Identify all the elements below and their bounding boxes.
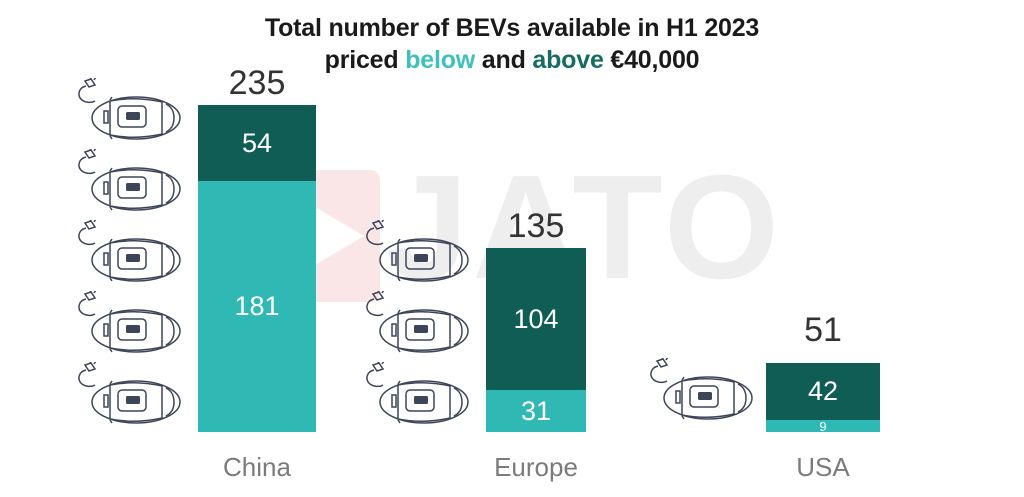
title-and-word: and <box>475 46 533 74</box>
title-below-word: below <box>405 46 476 74</box>
bar-segment-below-europe[interactable]: 31 <box>486 390 586 432</box>
bar-group-usa[interactable]: 51 42 9 USA <box>766 0 880 497</box>
category-label-usa: USA <box>796 452 850 482</box>
bar-segment-above-usa[interactable]: 42 <box>766 363 880 420</box>
chart-title-line2: priced below and above €40,000 <box>0 44 1024 76</box>
bar-group-europe[interactable]: 135 104 31 Europe <box>486 0 586 497</box>
bar-segment-below-value-china: 181 <box>234 291 280 321</box>
bar-total-europe: 135 <box>507 207 565 245</box>
bar-total-china: 235 <box>228 64 286 102</box>
category-label-china: China <box>223 452 291 482</box>
electric-car-top-view-icon <box>74 146 192 223</box>
electric-car-top-view-icon <box>74 75 192 152</box>
chart-title-line1: Total number of BEVs available in H1 202… <box>264 14 760 42</box>
bar-segment-above-value-usa: 42 <box>807 376 839 406</box>
electric-car-top-view-icon <box>74 359 192 436</box>
electric-car-top-view-icon <box>74 288 192 365</box>
chart-title: Total number of BEVs available in H1 202… <box>0 12 1024 76</box>
bar-segment-above-value-china: 54 <box>241 127 273 158</box>
bar-segment-below-usa[interactable]: 9 <box>766 418 880 434</box>
bar-segment-above-china[interactable]: 54 <box>198 105 316 181</box>
title-price-value: €40,000 <box>603 46 700 74</box>
electric-car-top-view-icon <box>362 359 480 436</box>
title-priced-word: priced <box>324 46 406 74</box>
electric-car-top-view-icon <box>362 217 480 294</box>
bar-segment-below-value-europe: 31 <box>520 395 552 426</box>
category-label-europe: Europe <box>494 452 578 482</box>
electric-car-top-view-icon <box>74 217 192 294</box>
title-above-word: above <box>532 46 604 74</box>
bar-segment-above-value-europe: 104 <box>513 303 559 334</box>
bar-segment-below-value-usa: 9 <box>819 418 827 434</box>
electric-car-top-view-icon <box>646 355 764 432</box>
bar-total-usa: 51 <box>804 311 842 349</box>
bar-segment-above-europe[interactable]: 104 <box>486 248 586 390</box>
bar-segment-below-china[interactable]: 181 <box>198 181 316 432</box>
